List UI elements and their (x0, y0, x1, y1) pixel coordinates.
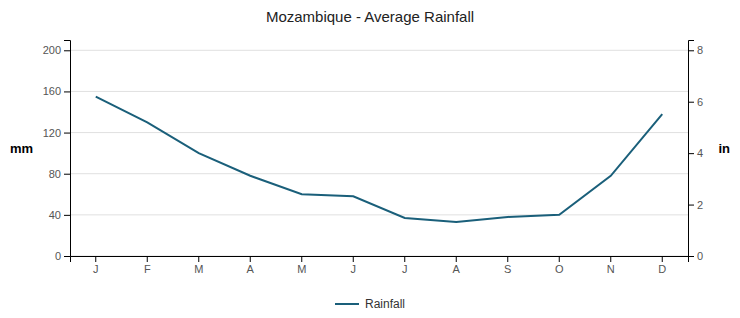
tick-mark (301, 256, 302, 262)
tick-label: F (144, 263, 151, 275)
tick-mark (456, 256, 457, 262)
x-axis: JFMAMJJASOND (71, 256, 689, 275)
tick: 160 (43, 85, 70, 97)
tick: 120 (43, 127, 70, 139)
tick-label: S (504, 263, 511, 275)
tick: M (297, 256, 306, 275)
tick-mark (95, 256, 96, 262)
tick-label: J (351, 263, 357, 275)
tick: O (555, 256, 564, 275)
tick-label: N (607, 263, 615, 275)
tick: N (607, 256, 615, 275)
tick: 40 (49, 209, 70, 221)
grid-line (70, 91, 688, 92)
tick: A (453, 256, 461, 275)
tick-mark (64, 215, 70, 216)
tick-mark (64, 174, 70, 175)
tick-label: 80 (49, 168, 61, 180)
tick-label: A (247, 263, 255, 275)
tick-mark (353, 256, 354, 262)
axis-line (689, 41, 695, 257)
tick-label: 0 (55, 250, 61, 262)
line (96, 97, 663, 222)
tick-mark (662, 256, 663, 262)
grid-line (70, 50, 688, 51)
tick-mark (610, 256, 611, 262)
tick: 200 (43, 44, 70, 56)
tick-mark (404, 256, 405, 262)
tick-label: 8 (697, 44, 703, 56)
tick-label: 160 (43, 85, 61, 97)
grid-line (70, 214, 688, 215)
tick-mark (64, 91, 70, 92)
axis-line (64, 41, 71, 257)
tick: J (93, 256, 99, 275)
grid-line (70, 173, 688, 174)
tick-mark (688, 205, 694, 206)
legend-label: Rainfall (365, 297, 405, 311)
tick-label: J (402, 263, 408, 275)
tick-label: A (453, 263, 461, 275)
tick: 80 (49, 168, 70, 180)
tick: 4 (688, 147, 703, 159)
tick-mark (688, 50, 694, 51)
tick-label: 2 (697, 199, 703, 211)
grid (70, 50, 688, 256)
tick: 2 (688, 199, 703, 211)
y-label: mm (10, 141, 33, 156)
title: Mozambique - Average Rainfall (266, 8, 474, 25)
tick-label: M (194, 263, 203, 275)
tick-mark (688, 102, 694, 103)
tick: 6 (688, 96, 703, 108)
y2-axis: 0 2 4 6 8 (688, 41, 703, 263)
tick: A (247, 256, 255, 275)
tick: S (504, 256, 511, 275)
tick-label: 120 (43, 127, 61, 139)
tick-label: M (297, 263, 306, 275)
tick: J (351, 256, 357, 275)
tick-mark (64, 256, 70, 257)
tick: 0 (688, 250, 703, 262)
tick-mark (198, 256, 199, 262)
tick-label: D (658, 263, 666, 275)
tick: M (194, 256, 203, 275)
tick-mark (688, 153, 694, 154)
tick-mark (250, 256, 251, 262)
tick-label: O (555, 263, 564, 275)
legend: Rainfall (335, 297, 405, 311)
legend-swatch (335, 303, 359, 305)
chart: 0 40 80 120 160 200 0 2 4 6 8 J F M A M J J A S O N D Mozambiqu… (0, 0, 740, 318)
tick-mark (147, 256, 148, 262)
legend-item: Rainfall (335, 297, 405, 311)
y-axis: 0 40 80 120 160 200 (43, 41, 71, 263)
axis-line (71, 257, 689, 263)
tick: 8 (688, 44, 703, 56)
tick: D (658, 256, 666, 275)
tick-label: 6 (697, 96, 703, 108)
tick-mark (64, 50, 70, 51)
plot-area (96, 97, 663, 222)
y2-label: in (718, 141, 730, 156)
tick-mark (559, 256, 560, 262)
tick-label: J (93, 263, 99, 275)
tick-mark (64, 133, 70, 134)
tick-label: 200 (43, 44, 61, 56)
tick-mark (507, 256, 508, 262)
tick-label: 0 (697, 250, 703, 262)
tick-label: 4 (697, 147, 703, 159)
tick-label: 40 (49, 209, 61, 221)
tick: 0 (55, 250, 70, 262)
tick: J (402, 256, 408, 275)
tick: F (144, 256, 151, 275)
